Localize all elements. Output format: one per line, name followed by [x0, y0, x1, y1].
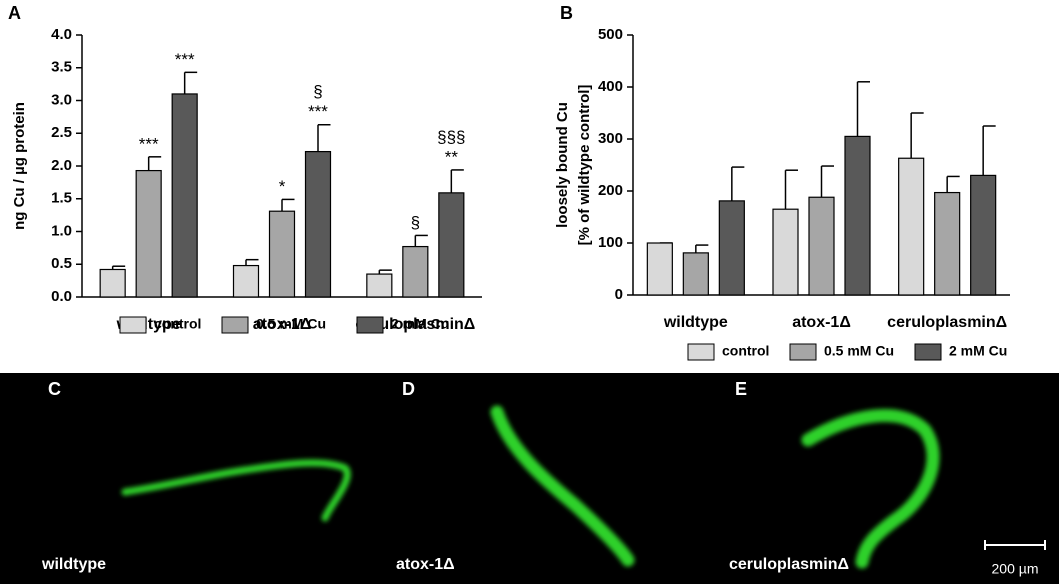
significance-label: * — [279, 177, 286, 196]
bar — [646, 242, 673, 296]
legend-swatch — [914, 343, 942, 361]
legend-label: 2 mM Cu — [949, 343, 1007, 359]
y-axis-label: ng Cu / µg protein — [11, 102, 28, 230]
bar — [232, 264, 260, 298]
y-axis-label: loosely bound Cu — [554, 102, 571, 228]
significance-label: § — [313, 82, 322, 101]
legend-swatch — [687, 343, 715, 361]
panel-label: B — [560, 3, 573, 23]
worm-e — [801, 409, 940, 569]
worm-d — [490, 405, 635, 567]
x-tick-label: atox-1Δ — [253, 316, 312, 333]
bar — [366, 273, 393, 298]
y-tick-label: 300 — [598, 130, 623, 147]
bar — [99, 268, 126, 298]
significance-label: *** — [175, 50, 195, 69]
legend-label: control — [722, 343, 769, 359]
y-tick-label: 400 — [598, 78, 623, 95]
bar — [718, 200, 745, 296]
x-tick-label: atox-1Δ — [792, 314, 851, 331]
legend-swatch — [356, 316, 384, 334]
bar — [808, 196, 835, 296]
panel-caption: atox-1Δ — [396, 556, 455, 573]
significance-label: ** — [445, 147, 459, 166]
panel-label: E — [735, 379, 747, 399]
worm-c — [121, 459, 351, 522]
y-tick-label: 1.5 — [51, 190, 72, 207]
bar — [844, 135, 871, 296]
legend-swatch — [119, 316, 147, 334]
significance-label: *** — [139, 134, 159, 153]
x-tick-label: ceruloplasminΔ — [355, 316, 475, 333]
y-axis-label: [% of wildtype control] — [576, 85, 593, 246]
panel-label: D — [402, 379, 415, 399]
legend-swatch — [221, 316, 249, 334]
legend-label: 0.5 mM Cu — [824, 343, 894, 359]
bar — [135, 169, 162, 298]
bar — [268, 210, 296, 298]
y-tick-label: 200 — [598, 182, 623, 199]
legend-label: 2 mM Cu — [391, 316, 449, 332]
bar — [970, 174, 997, 296]
bar — [772, 208, 799, 296]
bar — [934, 191, 961, 296]
y-tick-label: 3.0 — [51, 91, 72, 108]
legend-label: 0.5 mM Cu — [256, 316, 326, 332]
y-tick-label: 100 — [598, 234, 623, 251]
legend-swatch — [789, 343, 817, 361]
y-tick-label: 500 — [598, 26, 623, 43]
x-tick-label: ceruloplasminΔ — [887, 314, 1007, 331]
y-tick-label: 4.0 — [51, 26, 72, 43]
y-tick-label: 0.5 — [51, 255, 72, 272]
scale-bar-label: 200 µm — [992, 561, 1039, 577]
y-tick-label: 0.0 — [51, 288, 72, 305]
y-tick-label: 1.0 — [51, 222, 72, 239]
panel-label: A — [8, 3, 21, 23]
y-tick-label: 0 — [615, 286, 623, 303]
significance-label: §§§ — [437, 127, 465, 146]
bar — [402, 245, 429, 298]
y-tick-label: 2.0 — [51, 157, 72, 174]
x-tick-label: wildtype — [663, 314, 728, 331]
significance-label: *** — [308, 102, 328, 121]
panel-caption: wildtype — [41, 556, 106, 573]
bar — [171, 93, 198, 298]
bar — [898, 157, 925, 296]
bar — [304, 150, 332, 298]
significance-label: § — [411, 213, 420, 232]
legend-label: control — [154, 316, 201, 332]
y-tick-label: 2.5 — [51, 124, 72, 141]
bar — [682, 252, 709, 296]
bar — [438, 192, 465, 298]
y-tick-label: 3.5 — [51, 59, 72, 76]
micrograph-background — [0, 373, 1059, 584]
panel-caption: ceruloplasminΔ — [729, 556, 849, 573]
panel-label: C — [48, 379, 61, 399]
